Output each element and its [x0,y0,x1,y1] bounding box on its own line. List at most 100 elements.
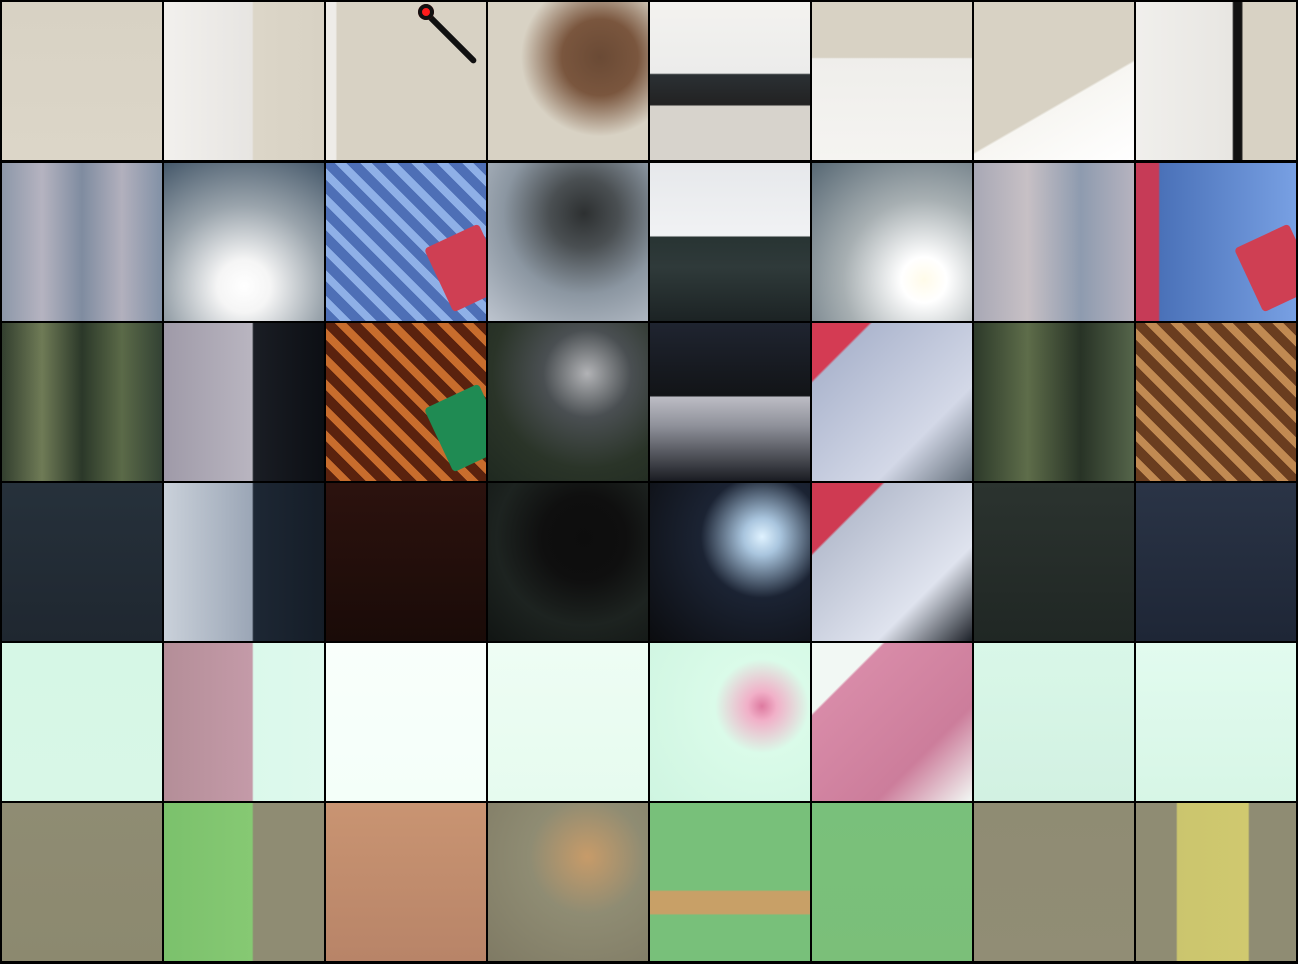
tile-microphone [326,2,486,160]
tile-pink-noise [164,323,324,481]
tile-dark-blue-image [2,483,162,641]
tile-texture-image [2,163,162,321]
tile-green-orange-bars [650,803,810,961]
tile-olive-head-image [488,803,648,961]
tile-noisy-light-image [164,483,324,641]
tile-olive-2 [974,803,1134,961]
tile-shirt-tie-image [1136,2,1296,160]
tile-navy-image [1136,483,1296,641]
tile-mint-3 [1136,643,1296,801]
tile-olive [2,803,162,961]
microphone-tip-icon [418,4,434,20]
tile-bright-bar [650,163,810,321]
tile-dark-head-image [488,483,648,641]
tile-mint-2 [974,643,1134,801]
tile-pink-shirt-image [812,483,972,641]
tile-dark-mixed [650,323,810,481]
tile-collar [812,2,972,160]
tile-pink-swirl [812,323,972,481]
tile-ear-hair-image [488,2,648,160]
tile-texture-2-image [974,163,1134,321]
tile-navy [1136,483,1296,641]
tile-shirt-tie [1136,2,1296,160]
tile-white-mint [326,643,486,801]
tile-texture-2 [974,163,1134,321]
tile-mint [2,643,162,801]
tile-collar-side-image [974,2,1134,160]
tile-orange-olive [326,803,486,961]
tile-podium-image [650,2,810,160]
tile-maroon-image [326,483,486,641]
tile-pink-collar-image [812,643,972,801]
tile-dark-green-image [974,483,1134,641]
tile-mint-soft [488,643,648,801]
tile-mint-pink-image [650,643,810,801]
tile-green-olive [164,803,324,961]
tile-copper-pattern [1136,323,1296,481]
tile-green-olive-image [164,803,324,961]
tile-blue-pattern [326,163,486,321]
tile-wall-image [2,2,162,160]
tile-pink-mint [164,643,324,801]
tile-dark-blue [2,483,162,641]
tile-olive-image [2,803,162,961]
tile-pink-shirt [812,483,972,641]
tile-head-edge-image [488,323,648,481]
tile-blue-pattern-image [326,163,486,321]
patch-icon [1234,223,1296,313]
tie-icon [1234,100,1240,160]
tile-head-edge [488,323,648,481]
tile-mint-soft-image [488,643,648,801]
tile-shirt-sleeve-image [164,2,324,160]
tile-texture [2,163,162,321]
tile-green-shirt [812,803,972,961]
tile-olive-head [488,803,648,961]
tile-yellow-olive [1136,803,1296,961]
tile-copper-pattern-image [1136,323,1296,481]
tile-wall [2,2,162,160]
tile-head-silhouette-image [488,163,648,321]
tile-orange-pattern-image [326,323,486,481]
tile-red-blue-pattern-image [1136,163,1296,321]
tile-maroon [326,483,486,641]
tile-pink-collar [812,643,972,801]
tile-dark-mixed-image [650,323,810,481]
tile-mint-3-image [1136,643,1296,801]
tile-shirt-sleeve [164,2,324,160]
tile-mint-image [2,643,162,801]
tile-green-stripes [2,323,162,481]
tile-pink-noise-image [164,323,324,481]
tile-glow [164,163,324,321]
tile-orange-olive-image [326,803,486,961]
tile-glow-image [164,163,324,321]
tile-pink-swirl-image [812,323,972,481]
tile-podium [650,2,810,160]
tile-ear-hair [488,2,648,160]
tile-collar-side [974,2,1134,160]
tile-dark-light-swirl-image [650,483,810,641]
patch-icon [424,383,486,473]
tile-orange-pattern [326,323,486,481]
tile-soft-glow [812,163,972,321]
tile-pink-mint-image [164,643,324,801]
tile-white-mint-image [326,643,486,801]
tile-dark-green [974,483,1134,641]
tile-green-stripes-2-image [974,323,1134,481]
tile-green-stripes-2 [974,323,1134,481]
tile-mint-2-image [974,643,1134,801]
tile-red-blue-pattern [1136,163,1296,321]
tile-green-shirt-image [812,803,972,961]
tile-dark-head [488,483,648,641]
tile-dark-light-swirl [650,483,810,641]
tile-head-silhouette [488,163,648,321]
tile-bright-bar-image [650,163,810,321]
tile-olive-2-image [974,803,1134,961]
tile-microphone-image [326,2,486,160]
patch-icon [424,223,486,313]
microphone-icon [423,10,478,65]
tile-collar-image [812,2,972,160]
tile-green-orange-bars-image [650,803,810,961]
tile-soft-glow-image [812,163,972,321]
tile-noisy-light [164,483,324,641]
